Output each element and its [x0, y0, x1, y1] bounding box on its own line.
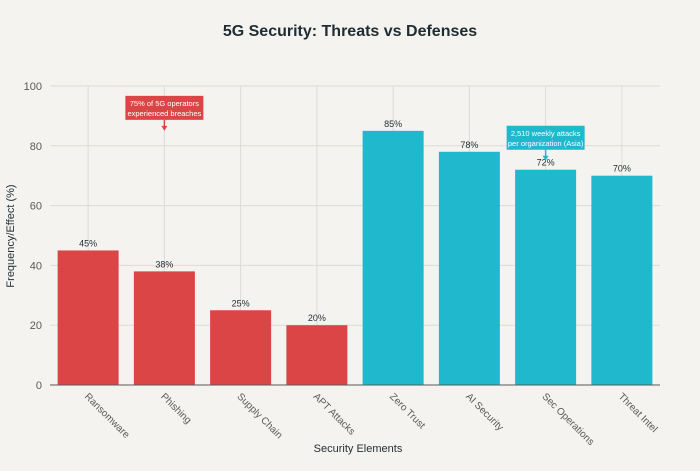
annotation-box	[506, 125, 585, 150]
bars	[57, 130, 653, 385]
bar-supply-chain	[210, 310, 272, 385]
y-tick-label: 0	[36, 380, 42, 392]
y-tick-label: 80	[30, 141, 42, 153]
data-label-threat-intel: 70%	[613, 164, 631, 174]
y-tick-label: 40	[30, 260, 42, 272]
annotation-arrow-head	[161, 125, 168, 131]
bar-phishing	[133, 271, 195, 385]
data-label-zero-trust: 85%	[384, 119, 402, 129]
x-tick-label-sec-operations: Sec Operations	[540, 391, 597, 448]
data-label-ai-security: 78%	[460, 140, 478, 150]
x-tick-label-ransomware: Ransomware	[82, 391, 132, 441]
y-axis-ticks: 0 20 40 60 80 100	[24, 81, 42, 392]
x-tick-label-threat-intel: Threat Intel	[616, 391, 660, 435]
x-axis-ticks: Ransomware Phishing Supply Chain APT Attack…	[82, 391, 659, 448]
annotation-text: per organization (Asia)	[508, 139, 584, 148]
chart-title: 5G Security: Threats vs Defenses	[223, 23, 477, 40]
y-tick-label: 60	[30, 201, 42, 213]
x-tick-label-ai-security: AI Security	[463, 391, 505, 433]
bar-apt-attacks	[286, 325, 348, 385]
y-axis-title: Frequency/Effect (%)	[5, 184, 17, 287]
x-tick-label-supply-chain: Supply Chain	[235, 391, 285, 441]
annotation-text: experienced breaches	[127, 109, 201, 118]
annotation-text: 2,510 weekly attacks	[511, 129, 581, 138]
bar-sec-operations	[515, 169, 577, 385]
x-axis-title: Security Elements	[314, 443, 403, 455]
data-label-supply-chain: 25%	[232, 298, 250, 308]
data-label-phishing: 38%	[155, 259, 173, 269]
x-tick-label-phishing: Phishing	[158, 391, 193, 426]
data-label-apt-attacks: 20%	[308, 313, 326, 323]
data-labels: 45% 38% 25% 20% 85% 78% 72% 70%	[79, 119, 631, 323]
bar-threat-intel	[591, 175, 653, 385]
data-label-ransomware: 45%	[79, 238, 97, 248]
y-tick-label: 100	[24, 81, 42, 93]
bar-zero-trust	[362, 130, 424, 385]
bar-ransomware	[57, 250, 119, 385]
y-tick-label: 20	[30, 320, 42, 332]
data-label-sec-operations: 72%	[537, 158, 555, 168]
annotation-box	[125, 95, 204, 120]
x-tick-label-apt-attacks: APT Attacks	[311, 391, 357, 437]
x-tick-label-zero-trust: Zero Trust	[387, 391, 427, 431]
bar-ai-security	[438, 151, 500, 385]
annotation-arrow-head	[542, 155, 549, 161]
annotation-text: 75% of 5G operators	[130, 99, 199, 108]
